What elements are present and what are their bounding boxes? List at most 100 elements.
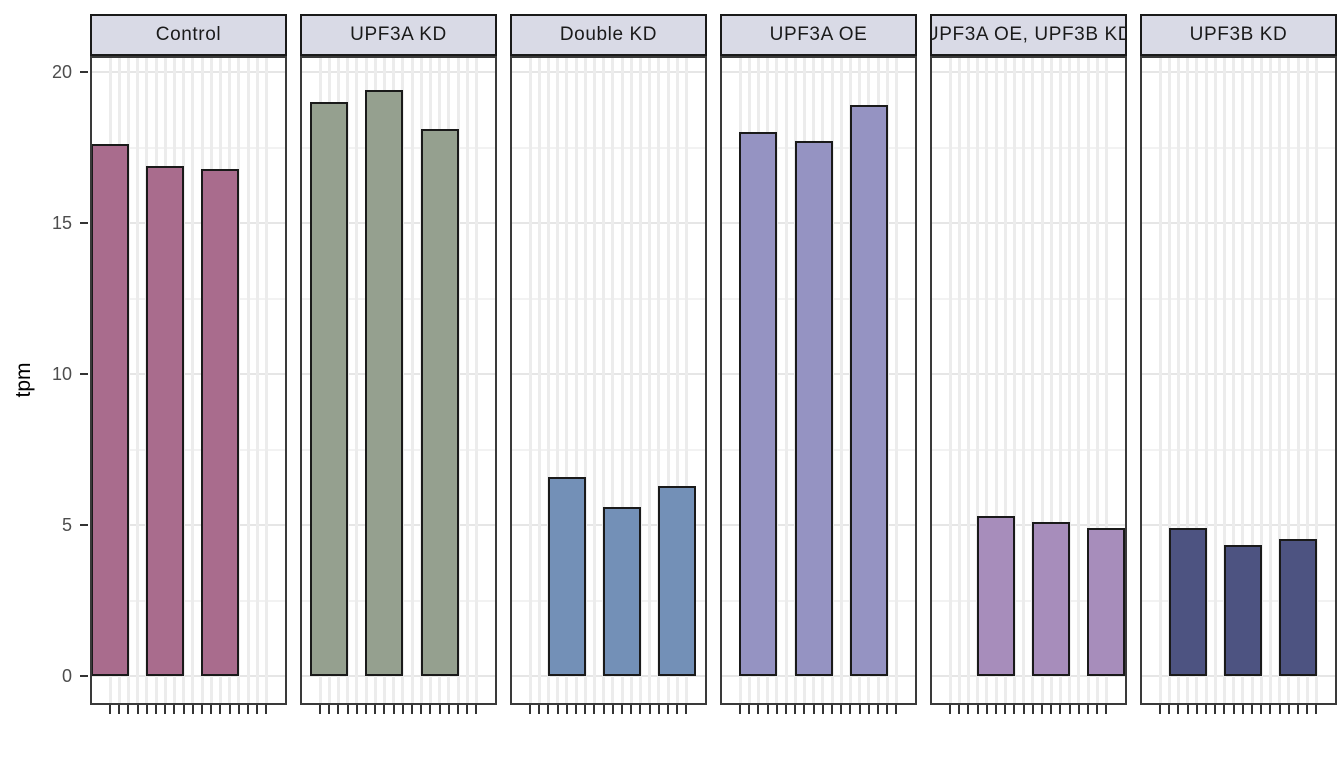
gridline-minor xyxy=(92,146,285,149)
x-tick-mark xyxy=(383,705,386,714)
x-tick-mark xyxy=(949,705,951,714)
facet-panel: UPF3B KD xyxy=(1140,14,1337,714)
x-tick-mark xyxy=(565,705,568,714)
x-tick-mark xyxy=(1214,705,1217,714)
x-tick-mark xyxy=(1232,705,1235,714)
gridline-vertical xyxy=(1040,58,1044,703)
gridline-vertical xyxy=(1003,58,1007,703)
gridline-vertical xyxy=(1195,58,1199,703)
x-tick-mark xyxy=(812,705,815,714)
gridline-vertical xyxy=(602,58,606,703)
gridline-vertical xyxy=(994,58,998,703)
x-tick-mark xyxy=(447,705,450,714)
x-tick-mark xyxy=(739,705,741,714)
gridline-vertical xyxy=(629,58,633,703)
bar xyxy=(92,144,129,676)
x-tick-mark xyxy=(210,705,213,714)
x-tick-row xyxy=(1142,705,1335,714)
y-tick-label: 10 xyxy=(51,364,72,384)
x-tick-mark xyxy=(1297,705,1299,714)
gridline-major xyxy=(92,524,285,526)
gridline-major xyxy=(302,71,495,73)
x-tick-mark xyxy=(265,705,268,714)
gridline-vertical xyxy=(410,58,414,703)
facet-panel: UPF3A OE, UPF3B KD xyxy=(930,14,1127,714)
facet-panel: Double KD xyxy=(510,14,707,714)
gridline-major xyxy=(1142,524,1335,526)
x-tick-row xyxy=(92,705,285,714)
x-tick-mark xyxy=(821,705,824,714)
gridline-major xyxy=(92,675,285,677)
x-tick-mark xyxy=(337,705,340,714)
gridline-major xyxy=(512,675,705,677)
gridline-vertical xyxy=(648,58,652,703)
x-tick-mark xyxy=(401,705,404,714)
x-tick-mark xyxy=(667,705,669,714)
gridline-vertical xyxy=(1068,58,1072,703)
y-tick-mark xyxy=(80,524,88,526)
x-tick-mark xyxy=(420,705,423,714)
x-tick-mark xyxy=(319,705,321,714)
x-tick-mark xyxy=(457,705,459,714)
bar xyxy=(1087,528,1125,676)
x-tick-mark xyxy=(219,705,222,714)
gridline-vertical xyxy=(1058,58,1062,703)
gridline-vertical xyxy=(1104,58,1108,703)
x-tick-mark xyxy=(584,705,587,714)
x-tick-row xyxy=(722,705,915,714)
gridline-vertical xyxy=(1012,58,1016,703)
x-tick-mark xyxy=(657,705,660,714)
x-tick-mark xyxy=(145,705,148,714)
x-tick-mark xyxy=(611,705,614,714)
gridline-vertical xyxy=(1250,58,1254,703)
x-tick-mark xyxy=(858,705,861,714)
x-tick-mark xyxy=(109,705,111,714)
gridline-vertical xyxy=(1241,58,1245,703)
gridline-vertical xyxy=(784,58,788,703)
gridline-vertical xyxy=(1204,58,1208,703)
gridline-vertical xyxy=(1086,58,1090,703)
facet-strip-label: UPF3B KD xyxy=(1189,24,1288,45)
x-tick-mark xyxy=(466,705,469,714)
x-tick-mark xyxy=(164,705,167,714)
x-tick-mark xyxy=(256,705,259,714)
gridline-vertical xyxy=(1031,58,1035,703)
x-tick-mark xyxy=(118,705,121,714)
facet-plot-area xyxy=(300,56,497,705)
facet-strip: Double KD xyxy=(510,14,707,56)
gridline-vertical xyxy=(1049,58,1053,703)
gridline-vertical xyxy=(574,58,578,703)
gridline-major xyxy=(932,675,1125,677)
gridline-minor xyxy=(932,599,1125,602)
x-tick-mark xyxy=(621,705,623,714)
gridline-vertical xyxy=(1213,58,1217,703)
x-tick-mark xyxy=(1186,705,1189,714)
gridline-vertical xyxy=(546,58,550,703)
x-tick-mark xyxy=(475,705,478,714)
x-tick-mark xyxy=(1041,705,1043,714)
gridline-vertical xyxy=(537,58,541,703)
bar xyxy=(1168,528,1207,676)
x-tick-mark xyxy=(529,705,531,714)
x-tick-mark xyxy=(766,705,769,714)
gridline-vertical xyxy=(1222,58,1226,703)
x-tick-mark xyxy=(995,705,997,714)
gridline-vertical xyxy=(1022,58,1026,703)
x-tick-mark xyxy=(831,705,833,714)
x-tick-mark xyxy=(648,705,651,714)
x-tick-mark xyxy=(237,705,240,714)
gridline-minor xyxy=(1142,448,1335,451)
facet-plot-area xyxy=(930,56,1127,705)
x-tick-mark xyxy=(593,705,596,714)
x-tick-mark xyxy=(538,705,541,714)
bar xyxy=(547,476,586,676)
x-tick-mark xyxy=(201,705,203,714)
y-tick-label: 0 xyxy=(61,666,72,686)
x-tick-row xyxy=(302,705,495,714)
gridline-vertical xyxy=(1077,58,1081,703)
gridline-vertical xyxy=(528,58,532,703)
facet-strip: UPF3B KD xyxy=(1140,14,1337,56)
gridline-vertical xyxy=(957,58,961,703)
facet-strip: UPF3A OE, UPF3B KD xyxy=(930,14,1127,56)
gridline-major xyxy=(512,71,705,73)
